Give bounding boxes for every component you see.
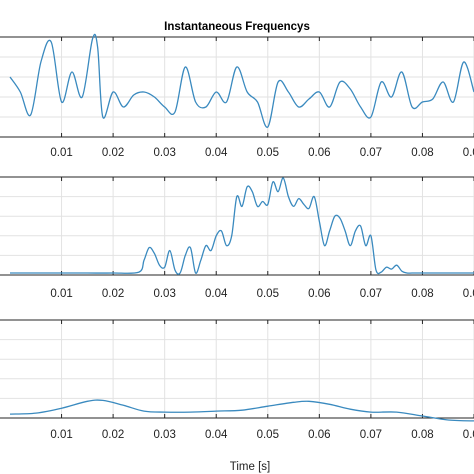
x-tick-label: 0.01 (50, 288, 72, 300)
x-tick-label: 0.02 (102, 429, 124, 441)
panel-3: 0.01 0.02 0.03 0.04 0.05 0.06 0.07 0.08 0.09 (0, 319, 474, 441)
x-tick-label: 0.09 (463, 288, 474, 300)
x-tick-label: 0.09 (463, 147, 474, 159)
series-line (9, 399, 474, 422)
series-line (10, 177, 474, 275)
x-tick-label: 0.06 (308, 288, 330, 300)
x-tick-label: 0.01 (50, 429, 72, 441)
x-tick-label: 0.01 (50, 147, 72, 159)
x-tick-label: 0.02 (102, 147, 124, 159)
axes-box (0, 36, 474, 138)
x-tick-label: 0.07 (360, 147, 382, 159)
x-axis-label: Time [s] (230, 461, 270, 473)
axes-box (0, 176, 474, 276)
x-tick-label: 0.03 (153, 429, 175, 441)
x-tick-label: 0.09 (463, 429, 474, 441)
x-tick-label: 0.04 (205, 288, 228, 300)
x-tick-label: 0.06 (308, 147, 330, 159)
x-tick-label: 0.08 (411, 429, 433, 441)
x-tick-label: 0.06 (308, 429, 330, 441)
x-tick-label: 0.03 (153, 147, 175, 159)
x-tick-label: 0.05 (257, 429, 279, 441)
axes-box (0, 319, 474, 419)
x-tick-label: 0.07 (360, 429, 382, 441)
x-tick-label: 0.04 (205, 147, 228, 159)
chart-title: Instantaneous Frequencys (164, 21, 310, 33)
x-tick-label: 0.05 (257, 288, 279, 300)
x-tick-label: 0.07 (360, 288, 382, 300)
x-tick-label: 0.05 (257, 147, 279, 159)
x-tick-label: 0.02 (102, 288, 124, 300)
x-tick-label: 0.04 (205, 429, 228, 441)
x-tick-label: 0.03 (153, 288, 175, 300)
x-tick-label: 0.08 (411, 288, 433, 300)
series-line (9, 33, 474, 128)
x-tick-label: 0.08 (411, 147, 433, 159)
panel-1: 0.01 0.02 0.03 0.04 0.05 0.06 0.07 0.08 0.09 (0, 33, 474, 159)
panel-2: 0.01 0.02 0.03 0.04 0.05 0.06 0.07 0.08 0.09 (0, 176, 474, 300)
